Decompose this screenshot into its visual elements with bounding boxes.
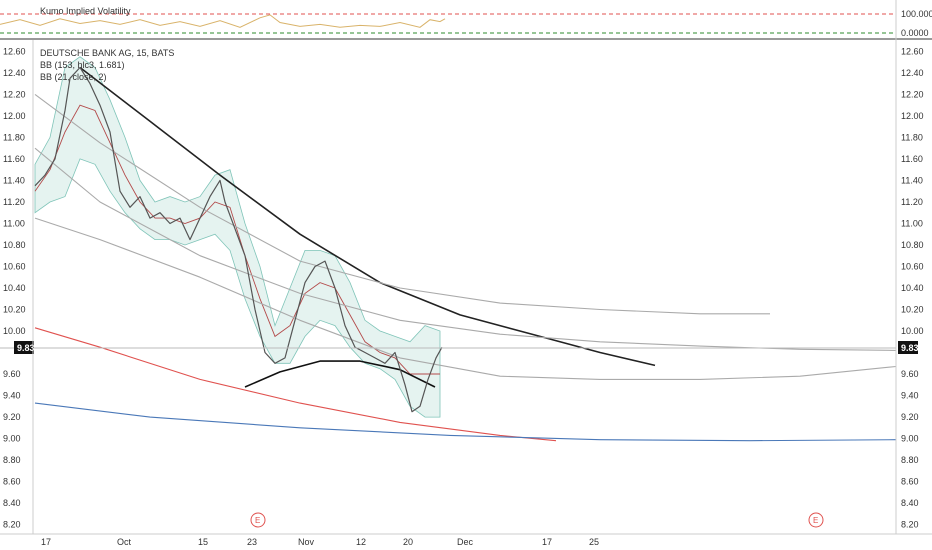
legend-bb-21: BB (21, close, 2) [40,72,107,82]
time-axis[interactable]: 17 Oct 15 23 Nov 12 20 Dec 17 25 [41,537,599,547]
price-y-tick-label-left: 12.00 [3,111,26,121]
earnings-marker[interactable]: E [808,512,824,528]
price-y-tick-label-right: 8.20 [901,520,919,530]
trend-curve-3[interactable] [34,147,897,351]
price-y-tick-label-left: 11.20 [3,197,25,207]
trend-curve-4[interactable] [34,217,897,380]
x-tick-label: Dec [457,537,474,547]
trend-curve-6[interactable] [34,402,897,442]
price-y-tick-label-right: 8.80 [901,455,919,465]
price-y-tick-label-right: 12.20 [901,89,924,99]
x-tick-label: 17 [41,537,51,547]
vol-y-tick-label: 100.0000 [901,9,932,19]
left-price-label: 9.83 [17,343,35,353]
price-y-tick-label-left: 11.40 [3,175,25,185]
price-y-tick-label-left: 9.20 [3,412,21,422]
vol-series-line-0 [0,14,446,28]
earnings-marker-label: E [255,516,260,525]
price-y-tick-label-left: 10.60 [3,261,26,271]
earnings-marker-circle [250,512,266,528]
x-tick-label: 25 [589,537,599,547]
price-y-tick-label-left: 9.00 [3,434,21,444]
price-y-tick-label-right: 8.60 [901,477,919,487]
left-price-tag: 9.83 [14,341,35,354]
price-y-tick-label-left: 11.60 [3,154,25,164]
earnings-marker[interactable]: E [250,512,266,528]
x-tick-label: 17 [542,537,552,547]
price-y-tick-label-left: 10.00 [3,326,26,336]
x-tick-label: Nov [298,537,315,547]
trend-curve-2[interactable] [34,93,770,315]
price-y-tick-label-left: 9.60 [3,369,21,379]
x-tick-label: 15 [198,537,208,547]
price-y-tick-label-left: 8.80 [3,455,21,465]
right-price-tag: 9.83 [898,341,919,354]
price-y-tick-label-left: 11.00 [3,218,25,228]
volatility-pane: Kumo Implied Volatility 100.0000 0.0000 [0,0,932,38]
price-y-tick-label-left: 12.40 [3,68,26,78]
price-y-tick-label-left: 10.20 [3,305,26,315]
price-pane: 9.83 9.83 DEUTSCHE BANK AG, 15, BATS BB … [0,46,924,530]
vol-y-tick-label: 0.0000 [901,28,929,38]
price-y-tick-label-right: 11.00 [901,218,923,228]
price-y-tick-label-right: 11.80 [901,132,923,142]
price-y-tick-label-right: 11.60 [901,154,923,164]
price-y-tick-label-right: 9.20 [901,412,919,422]
price-y-tick-label-right: 9.40 [901,391,919,401]
price-y-tick-label-right: 10.20 [901,305,924,315]
right-price-label: 9.83 [901,343,919,353]
x-tick-label: 20 [403,537,413,547]
x-tick-label: 23 [247,537,257,547]
vol-pane-bg [0,0,896,38]
price-y-tick-label-right: 10.60 [901,261,924,271]
price-y-tick-label-left: 12.20 [3,89,26,99]
earnings-marker-label: E [813,516,818,525]
price-y-tick-label-right: 9.00 [901,434,919,444]
price-y-tick-label-right: 11.40 [901,175,923,185]
price-y-tick-label-left: 8.40 [3,498,21,508]
price-y-tick-label-right: 12.00 [901,111,924,121]
price-series-line [34,66,443,413]
x-tick-label: Oct [117,537,132,547]
price-y-tick-label-left: 8.20 [3,520,21,530]
trend-curve-1[interactable] [244,360,436,388]
price-y-tick-label-left: 9.40 [3,391,21,401]
price-y-tick-label-left: 10.40 [3,283,26,293]
trend-curve-5[interactable] [34,327,557,442]
chart-symbol-title: DEUTSCHE BANK AG, 15, BATS [40,48,174,58]
price-y-tick-label-left: 12.60 [3,46,26,56]
price-y-tick-label-left: 11.80 [3,132,25,142]
x-tick-label: 12 [356,537,366,547]
price-y-tick-label-right: 11.20 [901,197,923,207]
price-y-tick-label-left: 8.60 [3,477,21,487]
vol-pane-title: Kumo Implied Volatility [40,6,131,16]
price-y-tick-label-right: 9.60 [901,369,919,379]
price-y-tick-label-right: 10.00 [901,326,924,336]
earnings-marker-circle [808,512,824,528]
legend-bb-153: BB (153, hlc3, 1.681) [40,60,125,70]
price-y-tick-label-right: 8.40 [901,498,919,508]
price-y-tick-label-right: 12.60 [901,46,924,56]
price-y-tick-label-left: 10.80 [3,240,26,250]
price-y-tick-label-right: 12.40 [901,68,924,78]
price-y-tick-label-right: 10.80 [901,240,924,250]
price-y-tick-label-right: 10.40 [901,283,924,293]
